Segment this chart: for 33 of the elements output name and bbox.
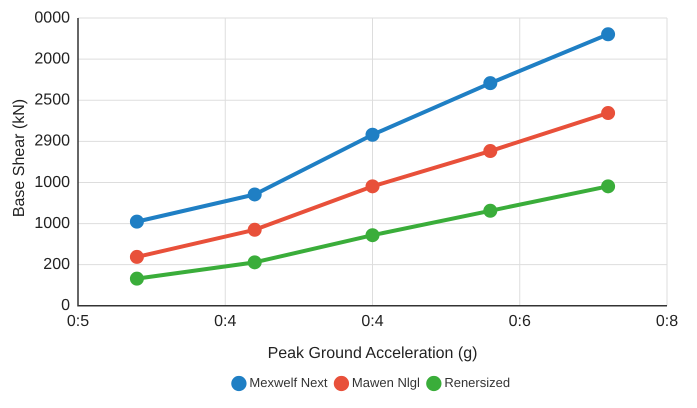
- text: 0:4: [214, 313, 236, 330]
- text: 200: [43, 256, 70, 274]
- text: 0:8: [656, 313, 678, 330]
- text: 2500: [34, 92, 70, 109]
- point: [130, 250, 144, 264]
- text: 0: [61, 297, 70, 314]
- point: [483, 144, 498, 158]
- x-axis-title: Peak Ground Acceleration (g): [268, 344, 478, 362]
- text: 1000: [34, 214, 70, 232]
- point: [366, 128, 380, 142]
- point: [483, 204, 498, 218]
- point: [601, 27, 616, 42]
- point: [130, 214, 144, 229]
- point: [248, 187, 262, 202]
- point: [601, 106, 616, 120]
- point: [130, 272, 144, 286]
- point: [366, 179, 380, 194]
- point: [483, 76, 498, 90]
- point: [248, 222, 262, 237]
- text: 2000: [34, 50, 70, 68]
- legend-label: Renersized: [444, 375, 510, 390]
- text: 2900: [34, 132, 70, 150]
- legend-label: Mexwelf Next: [249, 375, 328, 390]
- text: 0:4: [361, 313, 384, 330]
- text: 0:6: [508, 313, 531, 330]
- point: [601, 179, 616, 194]
- point: [248, 255, 262, 270]
- text: 0000: [34, 9, 70, 26]
- legend-label: Mawen Nlgl: [352, 375, 420, 390]
- y-axis-title: Base Shear (kN): [11, 98, 29, 218]
- text: 0:5: [66, 313, 90, 330]
- point: [366, 228, 380, 242]
- text: 1000: [34, 174, 70, 191]
